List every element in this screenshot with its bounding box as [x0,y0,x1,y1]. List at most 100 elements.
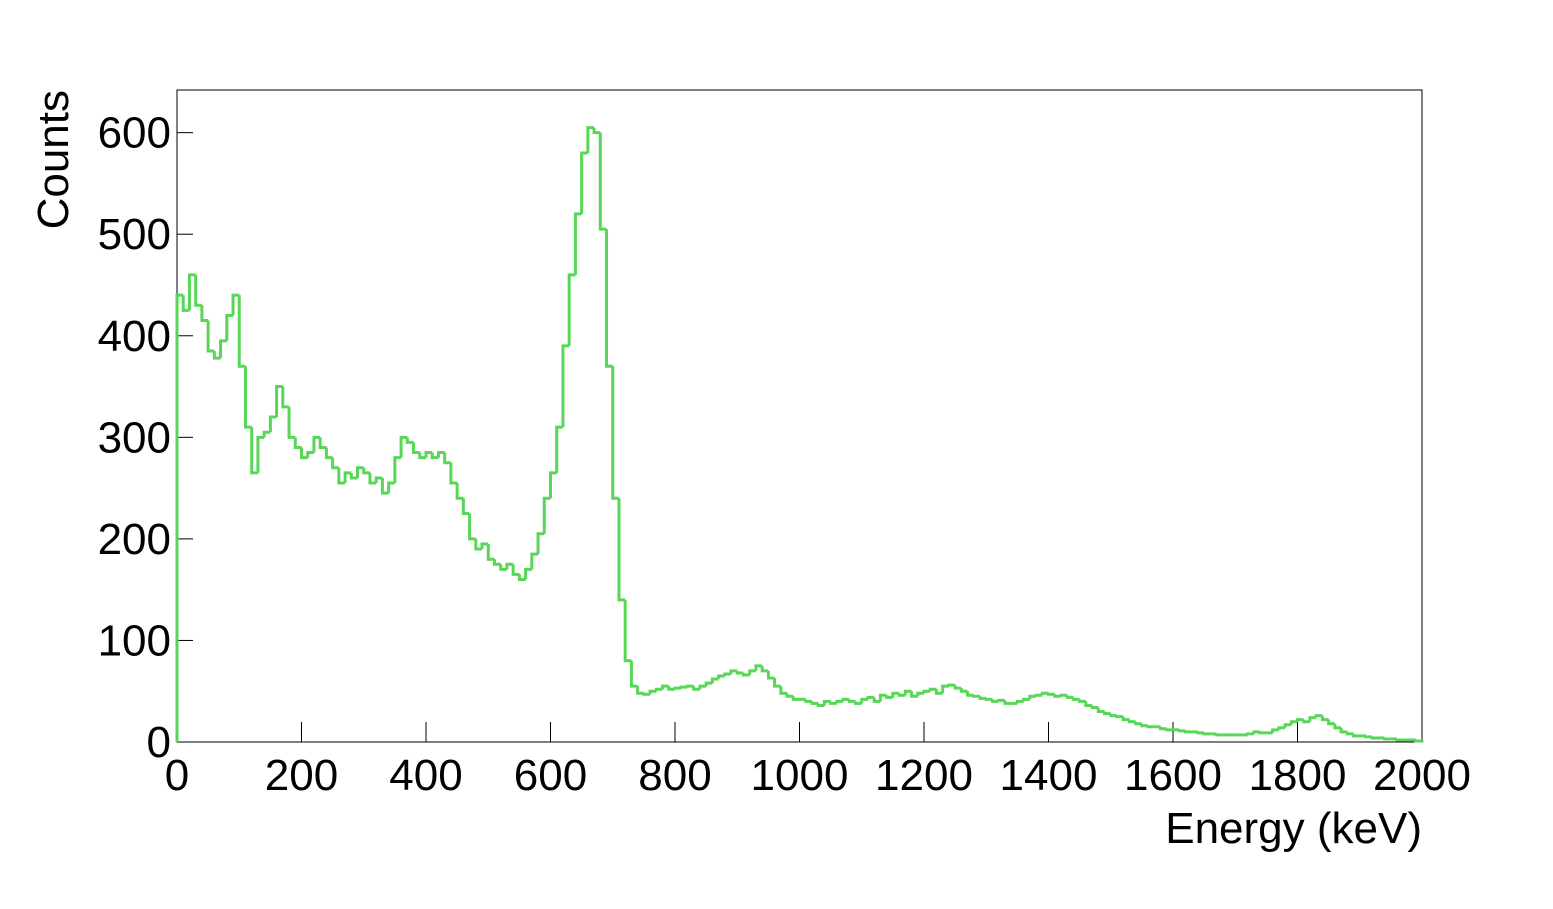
histogram-bin [1196,731,1205,735]
y-tick-label: 100 [98,616,171,665]
histogram-bin [717,674,725,680]
histogram-bin [1327,719,1335,726]
histogram-bin [679,685,688,689]
histogram-bin [654,687,663,692]
histogram-bin [374,476,383,484]
histogram-bin [1296,718,1304,722]
x-tick-label: 0 [165,751,189,800]
histogram-bin [1289,720,1298,725]
histogram-bin [959,688,968,693]
histogram-bin [1134,721,1142,726]
histogram-bin [816,703,825,707]
histogram-bin [617,498,626,602]
histogram-bin [966,691,974,697]
histogram-bin [953,685,962,690]
histogram-bin [1271,728,1279,733]
y-tick-label: 500 [98,210,171,259]
histogram-bin [592,127,601,135]
histogram-bin [1115,715,1124,719]
histogram-bin [1308,716,1317,722]
histogram-bin [474,538,483,551]
histogram-bin [1022,697,1030,702]
y-tick-label: 300 [98,413,171,462]
histogram-bin [237,295,246,368]
histogram-bin [300,447,308,460]
histogram-bin [200,305,209,323]
histogram-bin [268,415,277,433]
histogram-bin [530,552,539,570]
histogram-bin [262,430,271,438]
histogram-bin [1096,707,1105,714]
histogram-bin [436,451,445,458]
histogram-bin [281,386,290,409]
histogram-bin [860,697,868,704]
histogram-bin [990,699,999,703]
histogram-bin [1165,728,1173,732]
histogram-bin [704,681,713,687]
histogram-bin [766,670,775,680]
histogram-bin [1395,738,1404,742]
histogram-bin [773,678,781,688]
histogram-bin [542,496,551,534]
histogram-bin [947,683,956,687]
histogram-bin [1040,691,1049,696]
histogram-bin [524,567,532,580]
histogram-bin [187,273,196,311]
histogram-bin [1277,726,1286,730]
histogram-bin [212,351,221,360]
histogram-bin [561,344,570,428]
histogram-bin [206,320,215,353]
histogram-bin [891,691,900,698]
histogram-bin [872,697,881,703]
histogram-bin [829,701,837,705]
histogram-bin [667,686,675,691]
histogram-bin [1084,701,1093,707]
y-tick-label: 200 [98,515,171,564]
histogram-bin [636,686,644,695]
histogram-bin [598,132,607,231]
histogram-bin [275,385,283,418]
histogram-bin [934,689,943,695]
histogram-bin [605,229,613,368]
histogram-bin [306,451,314,458]
histogram-bin [760,665,769,673]
histogram-bin [729,669,738,674]
histogram-bin [698,684,707,690]
histogram-bin [878,693,887,702]
histogram-bin [405,437,414,444]
histogram-bin [922,689,931,694]
histogram-bin [866,695,875,700]
histogram-bin [1333,723,1342,730]
histogram-bin [847,699,856,703]
histogram-bin [356,466,364,478]
y-axis-title: Counts [29,90,78,229]
histogram-bin [822,699,831,706]
histogram-bin [1352,733,1360,738]
histogram-bin [349,472,358,480]
histogram-bin [455,483,464,500]
histogram-bin [741,672,750,677]
histogram-bin [418,452,426,460]
histogram-bin [642,692,651,696]
y-tick-label: 0 [147,718,171,767]
histogram-bin [443,452,451,465]
histogram-bin [231,293,240,316]
histogram-bin [810,701,819,705]
histogram-bin [1159,726,1167,731]
x-tick-label: 1400 [1000,751,1098,800]
histogram-bin [175,293,184,742]
histogram-bin [362,467,370,475]
histogram-bin [480,542,489,550]
histogram-bin [685,684,694,688]
x-tick-label: 400 [389,751,462,800]
histogram-bin [368,472,377,485]
histogram-bin [1103,711,1111,716]
histogram-bin [461,498,470,515]
histogram-bin [331,457,339,470]
histogram-bin [673,686,682,690]
histogram-bin [611,366,619,500]
histogram-bin [785,693,794,698]
histogram-bin [661,684,669,690]
histogram-bin [648,689,657,695]
